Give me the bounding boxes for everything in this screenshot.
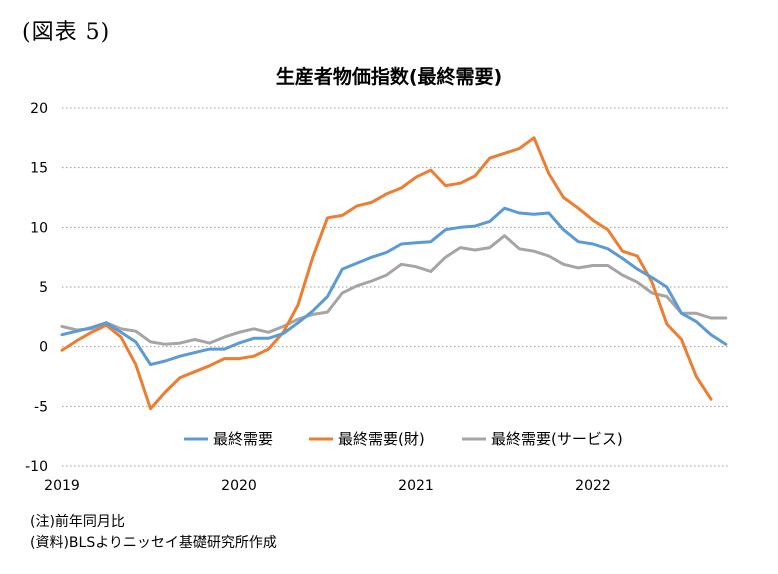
y-tick-label: 20 [30, 101, 48, 117]
series-line [60, 136, 713, 411]
y-tick-label: 5 [39, 280, 48, 296]
chart-title: 生産者物価指数(最終需要) [275, 66, 503, 88]
series-line [60, 234, 728, 346]
y-tick-label: 10 [30, 220, 48, 236]
series-line [60, 206, 728, 367]
note-source: (資料)BLSよりニッセイ基礎研究所作成 [30, 535, 277, 551]
legend-label: 最終需要(財) [338, 430, 425, 448]
legend-label: 最終需要 [213, 430, 273, 448]
y-tick-label: 15 [30, 161, 48, 177]
x-tick-label: 2020 [221, 478, 257, 494]
figure-label: (図表 5) [22, 20, 111, 45]
x-tick-label: 2022 [575, 478, 611, 494]
series-lines [60, 136, 728, 411]
y-tick-label: -10 [25, 459, 48, 475]
x-tick-label: 2021 [398, 478, 434, 494]
note-yoy: (注)前年同月比 [30, 514, 125, 530]
legend: 最終需要 最終需要(財) 最終需要(サービス) [184, 430, 623, 448]
x-tick-label: 2019 [44, 478, 80, 494]
legend-label: 最終需要(サービス) [491, 430, 623, 448]
y-axis-ticks: 20 15 10 5 0 -5 -10 [25, 101, 48, 475]
grid-lines [62, 107, 730, 467]
y-tick-label: -5 [34, 399, 48, 415]
y-tick-label: 0 [39, 340, 48, 356]
x-axis-ticks: 2019 2020 2021 2022 [44, 478, 611, 494]
